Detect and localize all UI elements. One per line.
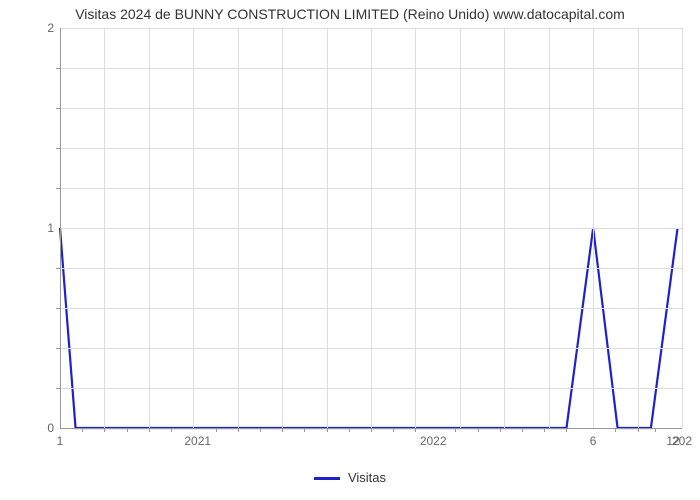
grid-line-vertical <box>460 28 461 428</box>
chart-plot-area: 012120212022612202 <box>60 28 682 428</box>
x-minor-tick <box>478 428 479 432</box>
x-minor-tick <box>544 428 545 432</box>
grid-line-vertical <box>504 28 505 428</box>
grid-line-vertical <box>104 28 105 428</box>
x-minor-tick <box>304 428 305 432</box>
y-minor-tick <box>56 108 60 109</box>
x-minor-tick <box>104 428 105 432</box>
x-minor-tick <box>615 428 616 432</box>
legend-swatch <box>314 477 340 480</box>
x-minor-tick <box>415 428 416 432</box>
grid-line-vertical <box>149 28 150 428</box>
chart-legend: Visitas <box>0 470 700 485</box>
y-minor-tick <box>56 148 60 149</box>
grid-line-vertical <box>282 28 283 428</box>
y-minor-tick <box>56 68 60 69</box>
x-minor-tick <box>393 428 394 432</box>
x-minor-tick <box>127 428 128 432</box>
x-minor-tick <box>522 428 523 432</box>
grid-line-vertical <box>682 28 683 428</box>
grid-line-vertical <box>193 28 194 428</box>
grid-line-vertical <box>415 28 416 428</box>
x-minor-tick <box>655 428 656 432</box>
x-minor-tick <box>216 428 217 432</box>
x-minor-tick <box>349 428 350 432</box>
y-minor-tick <box>56 268 60 269</box>
x-minor-tick <box>149 428 150 432</box>
grid-line-vertical <box>593 28 594 428</box>
grid-line-vertical <box>638 28 639 428</box>
series-line-visitas <box>60 228 678 428</box>
x-minor-tick <box>282 428 283 432</box>
y-tick-label: 1 <box>36 221 54 235</box>
grid-line-vertical <box>549 28 550 428</box>
y-minor-tick <box>56 308 60 309</box>
grid-line-vertical <box>238 28 239 428</box>
x-minor-tick <box>500 428 501 432</box>
legend-label: Visitas <box>348 470 386 485</box>
grid-line-vertical <box>371 28 372 428</box>
x-tick-label: 202 <box>672 434 692 448</box>
chart-title: Visitas 2024 de BUNNY CONSTRUCTION LIMIT… <box>0 6 700 22</box>
x-minor-tick <box>455 428 456 432</box>
y-minor-tick <box>56 348 60 349</box>
x-minor-tick <box>327 428 328 432</box>
y-tick-label: 0 <box>36 421 54 435</box>
x-tick-label: 2021 <box>184 434 211 448</box>
grid-line-vertical <box>327 28 328 428</box>
x-tick-label: 6 <box>590 434 597 448</box>
x-minor-tick <box>171 428 172 432</box>
y-tick-label: 2 <box>36 21 54 35</box>
x-minor-tick <box>566 428 567 432</box>
x-minor-tick <box>260 428 261 432</box>
x-tick-label: 2022 <box>420 434 447 448</box>
x-minor-tick <box>371 428 372 432</box>
y-minor-tick <box>56 188 60 189</box>
x-minor-tick <box>638 428 639 432</box>
x-tick-label: 1 <box>57 434 64 448</box>
x-minor-tick <box>238 428 239 432</box>
y-axis-line <box>60 28 61 428</box>
x-minor-tick <box>82 428 83 432</box>
y-minor-tick <box>56 388 60 389</box>
